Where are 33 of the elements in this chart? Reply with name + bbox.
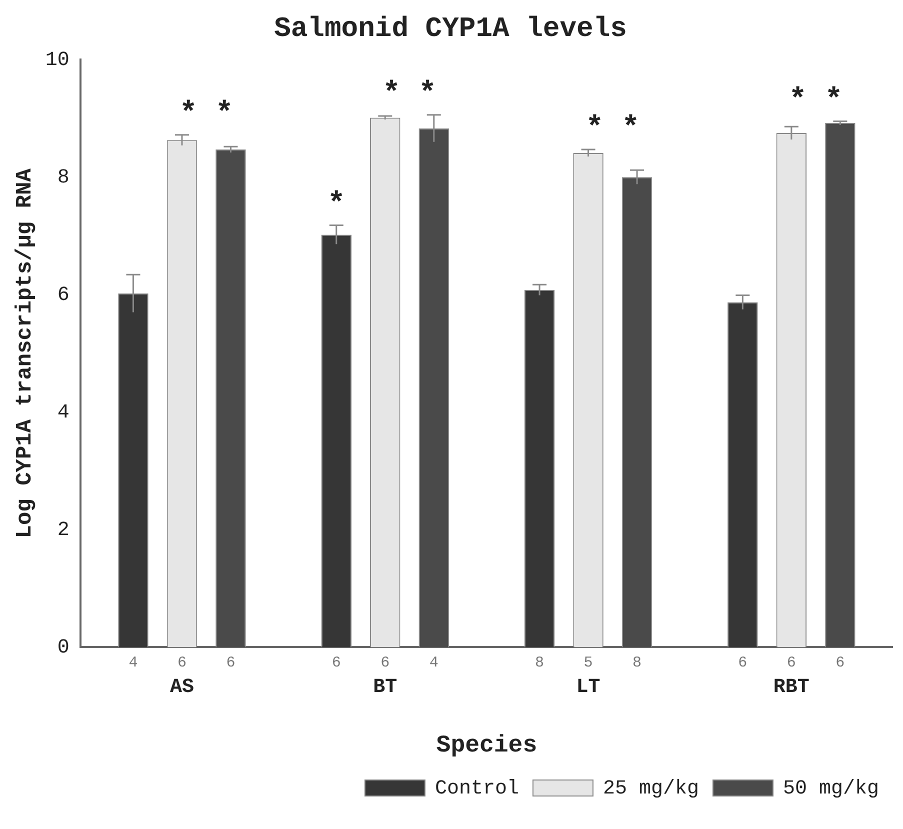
y-tick-label: 0 bbox=[57, 636, 70, 660]
annotation: * * bbox=[788, 84, 843, 118]
text: 4 bbox=[128, 654, 138, 672]
y-tick-label: 6 bbox=[57, 284, 70, 307]
text: 6 bbox=[380, 654, 390, 672]
y-tick-label: 2 bbox=[57, 518, 70, 542]
chart-title: Salmonid CYP1A levels bbox=[274, 14, 627, 45]
text: 8 bbox=[535, 654, 544, 672]
text: 6 bbox=[332, 654, 341, 672]
text: 6 bbox=[177, 654, 186, 672]
x-tick-label: LT bbox=[576, 676, 600, 700]
annotation: * * bbox=[586, 112, 640, 146]
text: 6 bbox=[786, 654, 796, 672]
annotation: * bbox=[327, 188, 346, 222]
x-tick-label: AS bbox=[170, 676, 194, 700]
x-tick-label: BT bbox=[373, 676, 398, 700]
legend-label: 50 mg/kg bbox=[782, 777, 879, 800]
text: 4 bbox=[429, 654, 438, 672]
text: 6 bbox=[738, 654, 748, 672]
legend-label: 25 mg/kg bbox=[602, 777, 699, 800]
annotation: * * bbox=[382, 77, 437, 112]
x-tick-label: RBT bbox=[773, 676, 810, 700]
y-tick-label: 10 bbox=[45, 48, 70, 72]
y-tick-label: 8 bbox=[57, 166, 70, 190]
legend-label: Control bbox=[434, 777, 519, 800]
text: 6 bbox=[836, 654, 845, 672]
y-tick-label: 4 bbox=[57, 401, 70, 424]
text: 8 bbox=[632, 654, 642, 672]
text: 5 bbox=[584, 654, 593, 672]
text: 6 bbox=[226, 654, 236, 672]
x-axis-title: Species bbox=[436, 732, 538, 760]
annotation: * * bbox=[179, 97, 234, 132]
y-axis-title: Log CYP1A transcripts/µg RNA bbox=[12, 168, 38, 538]
